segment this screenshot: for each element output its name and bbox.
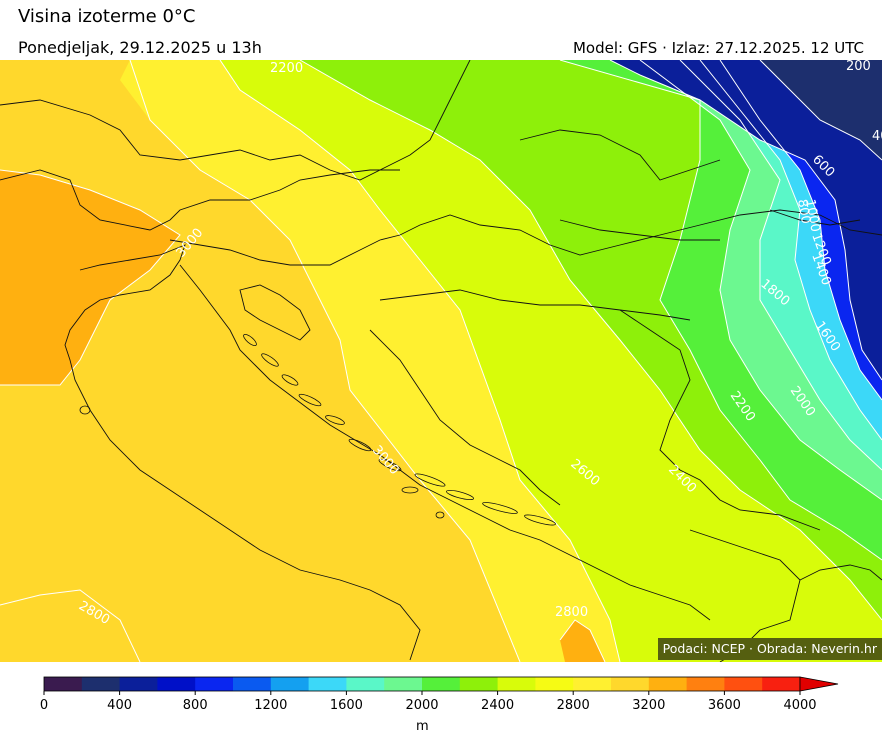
colorbar-cell [119, 677, 158, 691]
colorbar-tick-label: 4000 [783, 698, 816, 713]
colorbar-cell [611, 677, 650, 691]
colorbar-cell [233, 677, 272, 691]
colorbar-unit: m [416, 719, 429, 734]
colorbar-cell [308, 677, 347, 691]
colorbar-tick-label: 1600 [330, 698, 363, 713]
colorbar-cells [43, 676, 801, 692]
colorbar-tick-label: 400 [107, 698, 132, 713]
contour-label: 2800 [555, 605, 588, 620]
freezing-level-map: 2200 200 400 600 800 1000 1200 1400 1600… [0, 60, 882, 662]
colorbar-tick-label: 0 [40, 698, 48, 713]
colorbar-cell [270, 677, 310, 691]
field-lowest [760, 60, 882, 160]
colorbar-cell [44, 677, 83, 691]
colorbar-cell [573, 677, 612, 691]
colorbar: 0 400 800 1200 1600 2000 2400 2800 3200 3600 4000 [40, 676, 839, 713]
model-run-info: Model: GFS · Izlaz: 27.12.2025. 12 UTC [572, 39, 864, 57]
colorbar-cell [157, 677, 196, 691]
colorbar-cell [346, 677, 385, 691]
colorbar-extend-arrow [799, 676, 839, 692]
colorbar-cell [81, 677, 121, 691]
field-3000-3200 [0, 170, 180, 385]
data-credit: Podaci: NCEP · Obrada: Neverin.hr [657, 638, 882, 660]
contour-lines [0, 60, 882, 662]
contour-label: 800 [794, 198, 813, 225]
colorbar-cell [459, 677, 499, 691]
map-title: Visina izoterme 0°C [18, 6, 196, 27]
colorbar-cell [422, 677, 461, 691]
colorbar-cell [686, 677, 725, 691]
contour-label: 1000 [802, 198, 823, 233]
colorbar-cell [762, 677, 801, 691]
contour-label: 200 [846, 60, 871, 74]
colorbar-cell [195, 677, 234, 691]
contour-label: 400 [872, 129, 882, 144]
colorbar-tick-label: 1200 [254, 698, 287, 713]
colorbar-cell [724, 677, 763, 691]
field-3000-3200-south [560, 620, 605, 662]
colorbar-cell [648, 677, 688, 691]
colorbar-tick-label: 2800 [557, 698, 590, 713]
colorbar-tick-label: 2400 [481, 698, 514, 713]
colorbar-cell [497, 677, 536, 691]
colorbar-ticks: 0 400 800 1200 1600 2000 2400 2800 3200 3600 4000 [40, 691, 817, 713]
contour-label: 2200 [270, 61, 303, 76]
colorbar-tick-label: 2000 [405, 698, 438, 713]
colorbar-tick-label: 800 [183, 698, 208, 713]
colorbar-cell [535, 677, 574, 691]
colorbar-cell [384, 677, 423, 691]
islands [79, 333, 556, 526]
forecast-time: Ponedjeljak, 29.12.2025 u 13h [18, 38, 262, 57]
colorbar-tick-label: 3600 [708, 698, 741, 713]
field-low [610, 60, 882, 380]
colorbar-tick-label: 3200 [632, 698, 665, 713]
